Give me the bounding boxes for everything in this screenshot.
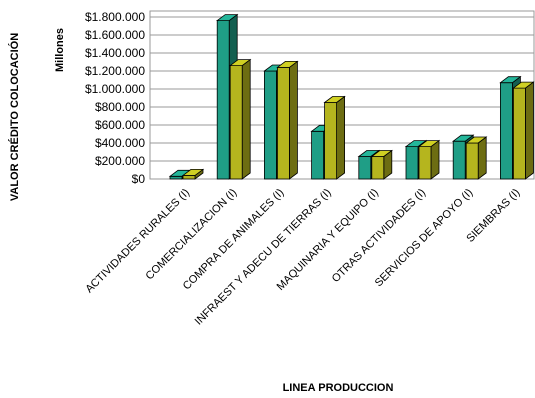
- x-axis-categories: ACTIVIDADES RURALES (I)COMERCIALIZACION …: [83, 187, 522, 328]
- bars: [168, 13, 535, 180]
- y-tick-label: $200.000: [95, 154, 145, 168]
- y-tick-label: $400.000: [95, 136, 145, 150]
- bar: [512, 81, 535, 180]
- y-axis-ticks: $0 $200.000 $400.000 $600.000 $800.000 $1.000…: [85, 10, 145, 186]
- x-tick-label: MAQUINARIA Y EQUIPO (I): [275, 187, 381, 293]
- bar: [465, 136, 488, 180]
- y-tick-label: $800.000: [95, 100, 145, 114]
- y-tick-label: $0: [132, 172, 146, 186]
- x-axis-label: LINEA PRODUCCION: [283, 382, 394, 394]
- y-tick-label: $1.600.000: [85, 28, 145, 42]
- y-tick-label: $1.000.000: [85, 82, 145, 96]
- x-tick-label: OTRAS ACTIVIDADES (I): [330, 187, 428, 285]
- bar: [323, 95, 346, 180]
- y-axis-unit: Millones: [54, 28, 66, 72]
- bar: [181, 168, 205, 180]
- y-tick-label: $1.400.000: [85, 46, 145, 60]
- y-tick-label: $600.000: [95, 118, 145, 132]
- bar: [417, 139, 441, 180]
- x-tick-label: COMERCIALIZACION (I): [144, 187, 240, 283]
- bar: [276, 60, 299, 180]
- y-tick-label: $1.800.000: [85, 10, 145, 24]
- x-tick-label: COMPRA DE ANIMALES (I): [181, 187, 287, 293]
- x-tick-label: SERVICIOS DE APOYO (I): [373, 187, 476, 290]
- bar: [370, 149, 393, 180]
- y-axis-label: VALOR CRÉDITO COLOCACIÓN: [8, 33, 21, 201]
- bar: [228, 58, 252, 180]
- y-tick-label: $1.200.000: [85, 64, 145, 78]
